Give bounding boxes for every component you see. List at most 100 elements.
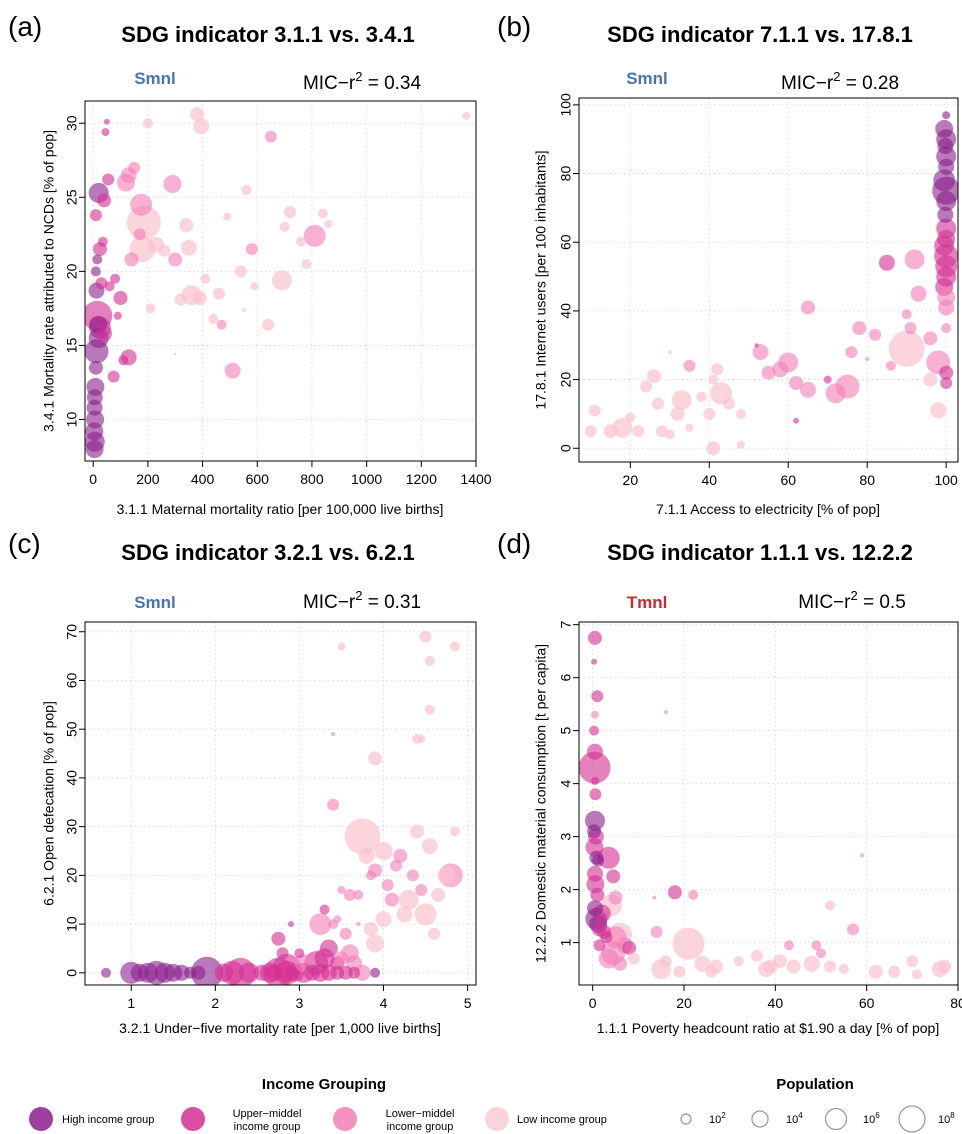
data-point-upper-middle	[276, 947, 289, 960]
data-point-low	[223, 212, 232, 221]
grid	[85, 622, 476, 985]
data-point-low	[414, 903, 437, 926]
x-tick-label: 80	[859, 472, 875, 488]
panel-label: (c)	[8, 528, 41, 559]
y-axis: 10 15 20 25 30 3.4.1 Mortality rate attribute…	[41, 115, 85, 432]
data-point-lower-middle	[303, 224, 326, 247]
y-tick-label: 7	[558, 621, 574, 629]
x-tick-label: 0	[89, 471, 97, 487]
legend: Income Grouping High income group Upper−m…	[29, 1076, 955, 1133]
data-point-upper-middle	[97, 193, 112, 208]
data-point-low	[723, 397, 735, 410]
data-point-low	[667, 350, 672, 355]
chart-title: SDG indicator 1.1.1 vs. 12.2.2	[607, 540, 913, 565]
data-point-lower-middle	[264, 130, 277, 143]
data-point-low	[838, 964, 849, 975]
x-tick-label: 0	[589, 995, 597, 1011]
data-point-upper-middle	[118, 355, 129, 366]
data-point-low	[368, 751, 383, 766]
data-point-upper-middle	[239, 962, 259, 983]
method-tag: Smnl	[134, 69, 176, 88]
data-point-upper-middle	[294, 948, 305, 959]
x-tick-label: 200	[136, 471, 160, 487]
data-point-lower-middle	[346, 955, 363, 972]
x-tick-label: 1200	[406, 471, 437, 487]
data-point-lower-middle	[904, 322, 917, 335]
data-point-low	[868, 964, 883, 979]
y-axis: 1 2 3 4 5 6 7 12.2.2 Domestic material consumpt…	[533, 621, 579, 963]
data-point-lower-middle	[613, 956, 628, 971]
data-point-lower-middle	[168, 252, 183, 267]
panel-2: (b) SDG indicator 7.1.1 vs. 17.8.1 Smnl MIC…	[497, 11, 959, 517]
data-point-low	[627, 952, 640, 965]
data-point-upper-middle	[104, 281, 115, 292]
y-axis-label: 3.4.1 Mortality rate attributed to NCDs …	[41, 130, 57, 432]
data-point-upper-middle	[593, 939, 606, 952]
data-point-low	[462, 111, 471, 120]
data-point-lower-middle	[591, 710, 599, 719]
points	[579, 630, 952, 980]
data-point-low	[696, 391, 707, 402]
legend-swatch	[181, 1107, 205, 1131]
data-point-lower-middle	[245, 243, 258, 256]
data-point-lower-middle	[130, 193, 153, 216]
y-axis-label: 6.2.1 Open defecation [% of pop]	[41, 701, 57, 906]
data-point-upper-middle	[937, 229, 956, 248]
data-point-lower-middle	[816, 948, 826, 959]
y-tick-label: 20	[64, 867, 80, 883]
data-point-lower-middle	[353, 889, 364, 900]
data-point-lower-middle	[174, 353, 177, 356]
data-point-low	[888, 965, 901, 978]
data-point-low	[671, 390, 692, 411]
data-point-low	[396, 906, 413, 923]
data-point-lower-middle	[124, 252, 139, 267]
data-point-low	[632, 425, 645, 438]
data-point-low	[374, 842, 393, 860]
data-point-low	[262, 318, 275, 331]
data-point-low	[241, 307, 246, 312]
legend-label: Upper−middel	[233, 1108, 302, 1120]
chart-title: SDG indicator 3.2.1 vs. 6.2.1	[121, 540, 414, 565]
x-tick-label: 3	[296, 995, 304, 1011]
data-point-low	[192, 291, 207, 305]
data-point-low	[284, 206, 297, 219]
data-point-lower-middle	[309, 913, 332, 936]
data-point-upper-middle	[588, 630, 602, 645]
data-point-lower-middle	[923, 331, 938, 346]
legend-size-label: 108	[938, 1111, 955, 1126]
data-point-low	[888, 330, 925, 367]
data-point-lower-middle	[216, 319, 227, 330]
data-point-high	[191, 965, 206, 980]
y-tick-label: 5	[558, 727, 574, 735]
data-point-high	[937, 138, 954, 155]
y-tick-label: 0	[64, 969, 80, 977]
legend-swatch	[29, 1107, 53, 1131]
legend-size-label: 106	[863, 1111, 880, 1126]
y-tick-label: 15	[64, 337, 80, 353]
method-tag: Smnl	[626, 69, 668, 88]
data-point-low	[670, 406, 685, 421]
legend-size-circle	[751, 1110, 769, 1128]
panel-3: (c) SDG indicator 3.2.1 vs. 6.2.1 Smnl MIC−…	[8, 528, 477, 1036]
y-tick-label: 20	[64, 263, 80, 279]
x-axis-label: 1.1.1 Poverty headcount ratio at $1.90 a…	[597, 1020, 939, 1036]
data-point-lower-middle	[688, 889, 699, 900]
data-point-upper-middle	[253, 964, 270, 981]
data-point-lower-middle	[800, 381, 816, 398]
x-tick-label: 1400	[460, 471, 491, 487]
data-point-low	[398, 889, 419, 910]
data-point-low	[685, 423, 694, 432]
x-tick-label: 20	[623, 472, 639, 488]
legend-size-circle	[898, 1105, 926, 1133]
data-point-upper-middle	[89, 209, 102, 222]
data-point-lower-middle	[885, 360, 896, 371]
data-point-high	[592, 854, 605, 867]
data-point-upper-middle	[823, 375, 832, 384]
data-point-lower-middle	[941, 323, 952, 334]
x-tick-label: 5	[464, 995, 472, 1011]
data-point-upper-middle	[591, 777, 599, 785]
data-point-low	[324, 220, 333, 228]
legend-income-title: Income Grouping	[262, 1076, 386, 1093]
data-point-upper-middle	[319, 904, 330, 915]
